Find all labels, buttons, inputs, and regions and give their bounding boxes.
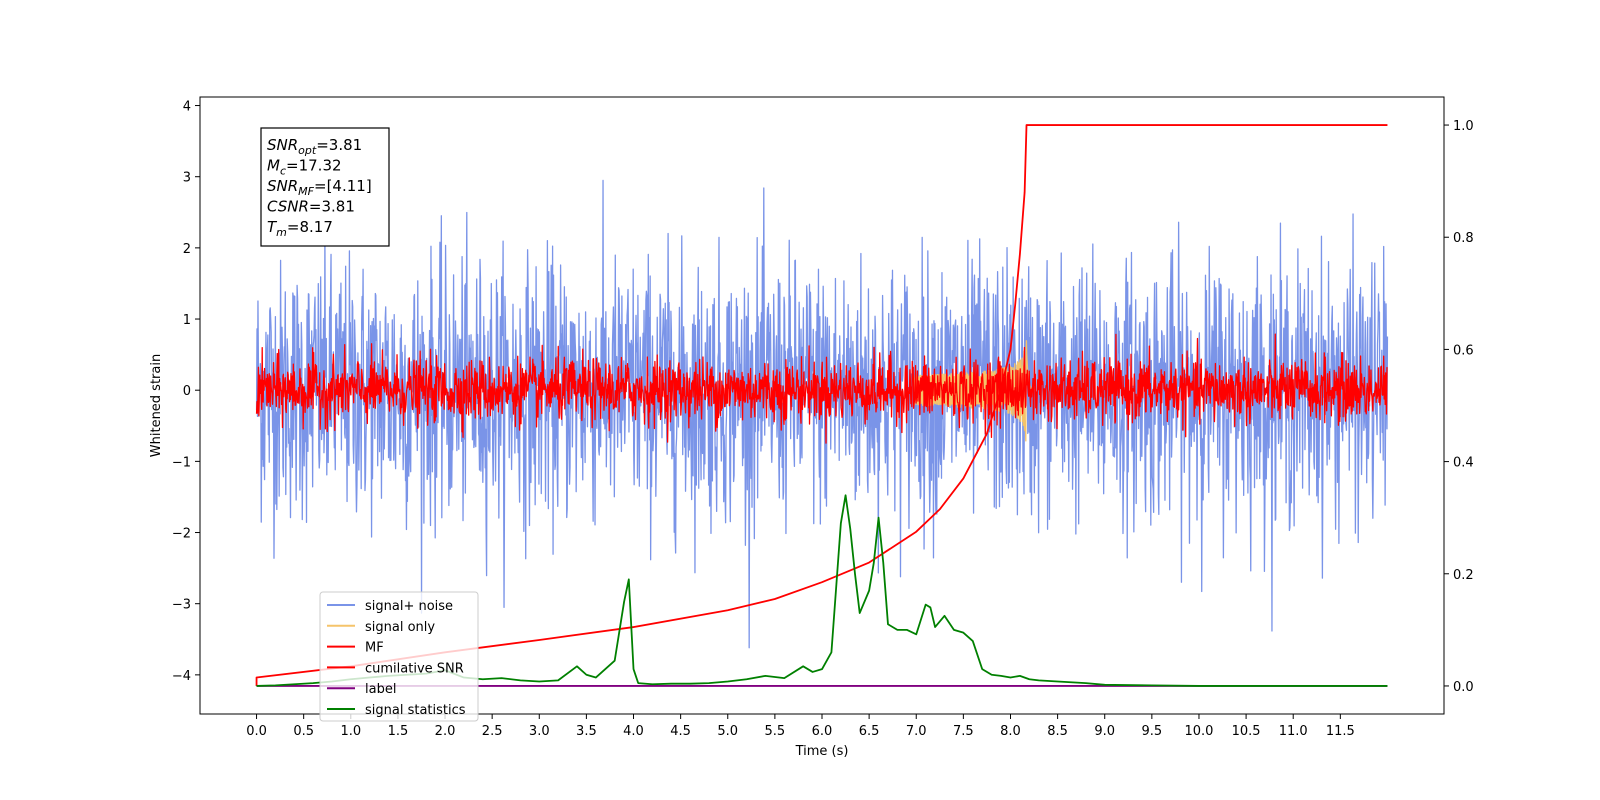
x-tick-label: 1.0 [340,724,361,739]
annotation-symbol: SNR [267,177,298,195]
annotation-value: =8.17 [287,218,333,236]
y-tick-label: −4 [172,669,191,684]
x-tick-label: 6.0 [812,724,833,739]
y-tick-label: −1 [172,455,191,470]
snr-annotation-box: SNRopt=3.81Mc=17.32SNRMF=[4.11]CSNR=3.81… [260,127,390,247]
x-tick-label: 5.0 [717,724,738,739]
y-tick-label: 0 [183,384,191,399]
y-tick-label: 1 [183,313,191,328]
annotation-value: =3.81 [309,198,355,216]
annotation-value: =17.32 [286,157,342,175]
y-tick-label: −3 [172,598,191,613]
signal-statistics-line [256,494,1388,687]
y2-tick-label: 0.4 [1453,456,1474,471]
x-tick-label: 7.0 [906,724,927,739]
annotation-line: Mc=17.32 [267,157,342,178]
mf-line [255,333,1388,444]
y-tick-label: 3 [183,171,191,186]
legend-label: signal+ noise [365,599,453,614]
annotation-symbol: T [267,218,278,236]
legend-label: cumilative SNR [365,661,464,676]
x-tick-label: 3.0 [529,724,550,739]
annotation-symbol: M [267,157,280,175]
y-tick-label: 2 [183,242,191,257]
x-tick-label: 3.5 [576,724,597,739]
x-tick-label: 5.5 [765,724,786,739]
legend-frame [319,591,479,722]
legend: signal+ noise signal only MF cumilative SNR… [319,591,479,722]
x-tick-label: 4.5 [670,724,691,739]
x-tick-label: 9.5 [1142,724,1163,739]
x-tick-label: 0.5 [293,724,314,739]
cumilative-snr-line [255,124,1388,686]
x-tick-label: 4.0 [623,724,644,739]
x-tick-label: 8.5 [1047,724,1068,739]
annotation-line: Tm=8.17 [267,218,333,239]
y2-tick-label: 0.0 [1453,680,1474,695]
plot-data [255,124,1389,687]
annotation-symbol: SNR [267,136,298,154]
x-axis: 0.0 0.5 1.0 1.5 2.0 2.5 3.0 3.5 4.0 4.5 5.0 5.5 6.0 6… [246,714,1355,739]
x-tick-label: 11.0 [1279,724,1308,739]
legend-label: signal only [365,620,435,635]
x-axis-label: Time (s) [795,744,849,759]
annotation-value: =[4.11] [314,177,372,195]
x-tick-label: 10.5 [1232,724,1261,739]
annotation-subscript: m [276,226,287,239]
annotation-line: SNRMF=[4.11] [267,177,372,198]
x-tick-label: 1.5 [388,724,409,739]
y-axis-label: Whitened strain [149,354,164,457]
x-tick-label: 2.5 [482,724,503,739]
x-tick-label: 6.5 [859,724,880,739]
y-axis-right: 1.0 0.8 0.6 0.4 0.2 0.0 [1444,119,1474,695]
annotation-line: SNRopt=3.81 [267,136,362,157]
x-tick-label: 9.0 [1094,724,1115,739]
annotation-subscript: opt [298,144,317,157]
y-tick-label: 4 [183,100,191,115]
annotation-subscript: c [280,165,286,178]
annotation-subscript: MF [298,185,314,198]
x-tick-label: 0.0 [246,724,267,739]
legend-label: MF [365,641,384,656]
legend-label: label [365,682,396,697]
y2-tick-label: 0.2 [1453,568,1474,583]
y2-tick-label: 0.8 [1453,231,1474,246]
y2-tick-label: 1.0 [1453,119,1474,134]
annotation-value: =3.81 [316,136,362,154]
x-tick-label: 7.5 [953,724,974,739]
x-tick-label: 8.0 [1000,724,1021,739]
y2-tick-label: 0.6 [1453,343,1474,358]
annotation-symbol: CSNR [267,198,309,216]
annotation-frame [260,127,390,247]
y-axis-left: 4 3 2 1 0 −1 −2 −3 −4 [172,100,200,684]
x-tick-label: 2.0 [435,724,456,739]
y-tick-label: −2 [172,527,191,542]
legend-label: signal statistics [365,703,466,718]
x-tick-label: 11.5 [1326,724,1355,739]
x-tick-label: 10.0 [1184,724,1213,739]
annotation-line: CSNR=3.81 [267,198,355,216]
